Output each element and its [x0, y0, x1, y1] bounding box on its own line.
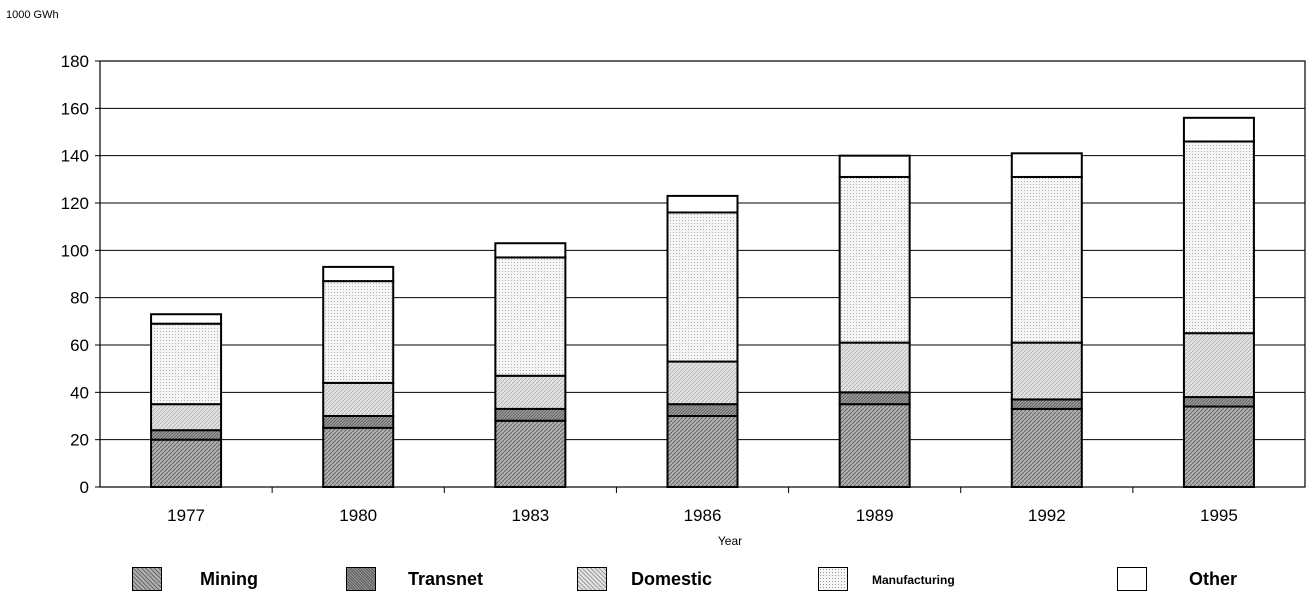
- bar-other-1989: [838, 154, 911, 178]
- bar-other-1992: [1010, 152, 1083, 178]
- legend-swatch-other: [1117, 567, 1147, 591]
- legend-label-other: Other: [1189, 569, 1238, 589]
- bar-transnet-1980: [322, 415, 395, 429]
- plot-area-frame: [99, 60, 1306, 488]
- axes: [95, 60, 1306, 493]
- legend-label-domestic: Domestic: [631, 569, 713, 589]
- legend-label-manufacturing: Manufacturing: [872, 573, 955, 587]
- bar-other-1986: [666, 194, 739, 214]
- bar-mining-1980: [322, 426, 395, 489]
- x-tick-label-1995: 1995: [1200, 506, 1238, 525]
- y-tick-label: 180: [61, 52, 89, 71]
- bar-mining-1995: [1182, 405, 1255, 488]
- y-tick-label: 40: [70, 383, 89, 402]
- legend-label-mining: Mining: [200, 569, 258, 589]
- legend-swatch-domestic: [577, 567, 607, 591]
- bar-mining-1977: [150, 438, 223, 488]
- legend-item-manufacturing: Manufacturing: [818, 564, 955, 594]
- y-tick-label: 120: [61, 194, 89, 213]
- bar-transnet-1989: [838, 391, 911, 406]
- legend-swatch-transnet: [346, 567, 376, 591]
- bar-transnet-1992: [1010, 398, 1083, 410]
- y-unit-label: 1000 GWh: [6, 9, 59, 21]
- bar-mining-1986: [666, 415, 739, 488]
- bar-domestic-1995: [1182, 332, 1255, 399]
- y-tick-label: 100: [61, 241, 89, 260]
- legend-item-domestic: Domestic: [577, 564, 712, 594]
- y-tick-label: 60: [70, 336, 89, 355]
- legend-item-transnet: Transnet: [346, 564, 483, 594]
- bar-mining-1989: [838, 403, 911, 488]
- bar-other-1977: [150, 313, 223, 325]
- tick-labels: 0 20 40 60 80 100 120 140 160 180 1977 1980 1983 1986…: [61, 52, 1238, 525]
- y-tick-label: 20: [70, 431, 89, 450]
- bar-manufacturing-1977: [150, 322, 223, 406]
- x-tick-label-1989: 1989: [856, 506, 894, 525]
- y-tick-label: 160: [61, 99, 89, 118]
- bar-other-1983: [494, 242, 567, 259]
- x-tick-label-1992: 1992: [1028, 506, 1066, 525]
- bars: [150, 116, 1255, 489]
- legend: Mining Transnet Domestic Manufacturing O…: [0, 564, 1315, 596]
- bar-other-1980: [322, 265, 395, 283]
- legend-item-other: Other: [1117, 564, 1237, 594]
- bar-transnet-1995: [1182, 396, 1255, 408]
- x-tick-label-1977: 1977: [167, 506, 205, 525]
- bar-domestic-1983: [494, 374, 567, 410]
- bar-domestic-1992: [1010, 341, 1083, 401]
- bar-mining-1983: [494, 419, 567, 489]
- x-tick-label-1980: 1980: [339, 506, 377, 525]
- bar-domestic-1977: [150, 403, 223, 432]
- bar-manufacturing-1995: [1182, 140, 1255, 335]
- bar-manufacturing-1980: [322, 280, 395, 384]
- legend-swatch-mining: [132, 567, 162, 591]
- bar-manufacturing-1983: [494, 256, 567, 377]
- legend-label-transnet: Transnet: [408, 569, 484, 589]
- y-tick-label: 140: [61, 147, 89, 166]
- legend-item-mining: Mining: [132, 564, 258, 594]
- bar-transnet-1983: [494, 407, 567, 422]
- bar-manufacturing-1992: [1010, 175, 1083, 344]
- bar-mining-1992: [1010, 407, 1083, 488]
- bar-transnet-1977: [150, 429, 223, 441]
- bar-domestic-1986: [666, 360, 739, 406]
- legend-swatch-manufacturing: [818, 567, 848, 591]
- x-tick-label-1986: 1986: [684, 506, 722, 525]
- x-axis-label: Year: [718, 534, 742, 548]
- bar-domestic-1980: [322, 381, 395, 418]
- y-tick-label: 0: [80, 478, 89, 497]
- bar-manufacturing-1989: [838, 175, 911, 344]
- stacked-bar-chart: 0 20 40 60 80 100 120 140 160 180 1977 1980 1983 1986…: [61, 52, 1306, 548]
- y-tick-label: 80: [70, 289, 89, 308]
- bar-manufacturing-1986: [666, 211, 739, 363]
- bar-domestic-1989: [838, 341, 911, 394]
- bar-transnet-1986: [666, 403, 739, 417]
- bar-other-1995: [1182, 116, 1255, 143]
- x-tick-label-1983: 1983: [511, 506, 549, 525]
